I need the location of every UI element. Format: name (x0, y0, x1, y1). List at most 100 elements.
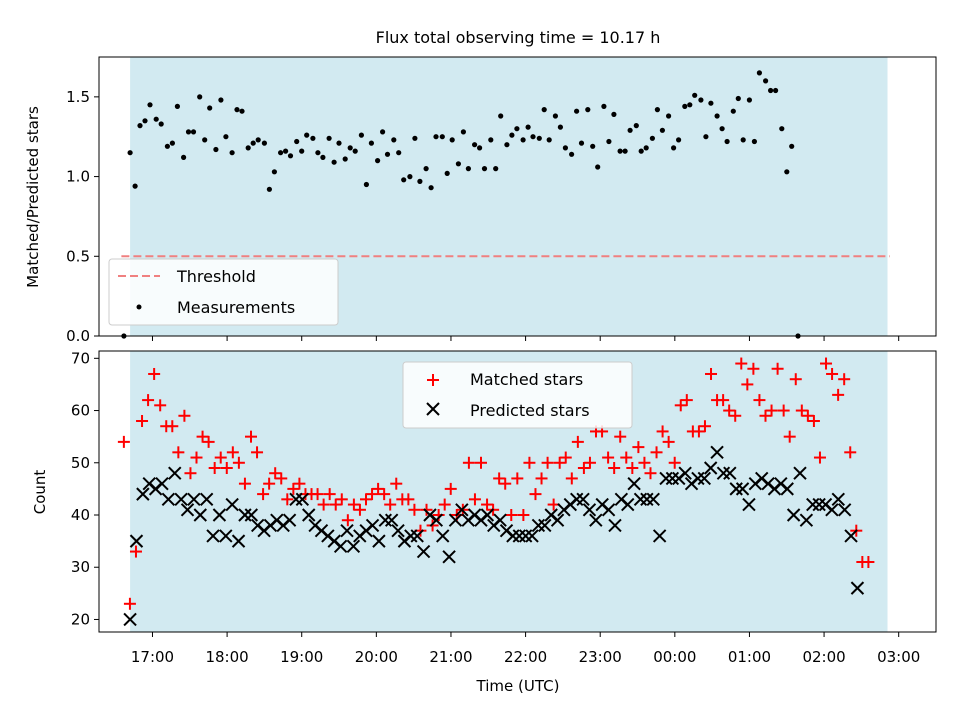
matched-star-marker (251, 446, 264, 459)
matched-star-marker (783, 430, 796, 443)
matched-star-marker (244, 430, 257, 443)
matched-star-marker (353, 503, 366, 516)
matched-star-marker (281, 493, 294, 506)
matched-star-marker (341, 514, 354, 527)
measurement-point (606, 138, 612, 145)
matched-star-marker (844, 446, 857, 459)
measurement-point (578, 140, 585, 146)
matched-star-marker (650, 446, 663, 459)
matched-star-marker (777, 404, 790, 417)
matched-star-marker (275, 472, 288, 485)
measurement-point (287, 153, 294, 159)
x-tick-label: 21:00 (429, 648, 472, 666)
matched-star-marker (335, 493, 348, 506)
predicted-star-marker (493, 513, 507, 527)
measurement-point (768, 87, 774, 94)
matched-star-marker (717, 394, 730, 407)
measurement-point (229, 150, 235, 156)
measurement-point (320, 154, 326, 160)
matched-star-marker (644, 467, 657, 480)
measurement-point (481, 166, 488, 172)
measurement-point (428, 185, 434, 191)
matched-star-marker (293, 477, 306, 490)
measurement-point (444, 170, 450, 176)
matched-star-marker (771, 362, 784, 375)
x-axis-label: Time (UTC) (476, 677, 560, 695)
predicted-star-marker (129, 534, 144, 548)
matched-star-marker (214, 451, 227, 464)
predicted-star-marker (455, 503, 469, 517)
matched-star-marker (608, 461, 621, 474)
measurements-legend-label: Measurements (177, 298, 295, 317)
predicted-star-marker (697, 471, 712, 486)
predicted-star-marker (665, 471, 680, 486)
measurement-point (417, 178, 423, 184)
measurement-point (142, 118, 148, 124)
matched-star-marker (347, 498, 360, 511)
measurement-point (278, 150, 284, 156)
predicted-star-marker (180, 503, 195, 517)
count-legend-box (402, 361, 633, 429)
matched-star-marker (789, 373, 802, 386)
measurement-point (207, 105, 213, 111)
predicted-star-marker (429, 513, 444, 527)
measurement-point (352, 148, 358, 154)
predicted-star-marker (831, 492, 845, 507)
ratio-y-ticks: 0.0 0.5 1.0 1.5 (66, 88, 99, 345)
predicted-star-marker (391, 523, 405, 538)
predicted-star-marker (199, 492, 214, 507)
x-tick-label: 01:00 (728, 648, 771, 666)
predicted-star-marker (289, 492, 303, 507)
measurement-point (585, 107, 591, 113)
predicted-star-marker (161, 492, 176, 507)
measurement-point (719, 126, 725, 132)
predicted-star-marker (652, 529, 667, 543)
predicted-star-marker (244, 508, 259, 522)
measurement-point (223, 134, 229, 140)
measurement-point (493, 166, 499, 172)
measurement-point (708, 100, 714, 106)
measurement-point (779, 126, 785, 132)
predicted-star-marker (550, 513, 565, 527)
x-tick-label: 00:00 (653, 648, 696, 666)
matched-star-marker (583, 456, 596, 469)
measurement-point (412, 135, 418, 141)
threshold-legend-label: Threshold (176, 267, 256, 286)
measurements-legend-swatch (136, 304, 142, 310)
measurement-point (342, 156, 348, 162)
measurement-point (601, 103, 607, 109)
predicted-star-marker (793, 466, 807, 480)
measurement-point (488, 137, 494, 143)
predicted-star-marker (448, 513, 463, 527)
predicted-stars-points (123, 445, 865, 627)
matched-star-marker (287, 482, 300, 495)
matched-legend-swatch (427, 374, 439, 386)
predicted-star-marker (384, 513, 399, 527)
count-y-tick-label: 30 (71, 558, 90, 576)
predicted-star-marker (525, 529, 539, 543)
measurement-point (304, 132, 310, 138)
predicted-star-marker (735, 482, 750, 496)
measurement-point (552, 113, 559, 119)
matched-star-marker (232, 456, 245, 469)
measurement-point (363, 181, 369, 188)
predicted-star-marker (219, 529, 233, 543)
measurement-point (666, 113, 672, 119)
matched-star-marker (462, 456, 475, 469)
matched-star-marker (184, 467, 197, 480)
ratio-legend: Threshold Measurements (108, 258, 339, 326)
measurement-point (611, 111, 617, 117)
count-y-tick-label: 60 (71, 402, 90, 420)
predicted-star-marker (608, 518, 622, 533)
x-tick-label: 19:00 (280, 648, 323, 666)
predicted-star-marker (786, 508, 801, 522)
x-tick-label: 23:00 (579, 648, 622, 666)
measurement-point (671, 145, 677, 151)
predicted-star-marker (716, 466, 731, 480)
measurement-point (595, 164, 601, 170)
matched-star-marker (323, 488, 336, 501)
matched-star-marker (468, 493, 481, 506)
matched-star-marker (505, 509, 518, 522)
